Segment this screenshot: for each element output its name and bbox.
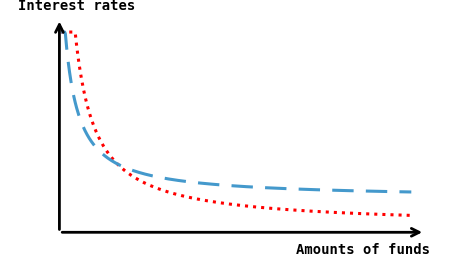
Text: Amounts of funds: Amounts of funds bbox=[296, 243, 430, 257]
Text: Interest rates: Interest rates bbox=[18, 0, 136, 13]
